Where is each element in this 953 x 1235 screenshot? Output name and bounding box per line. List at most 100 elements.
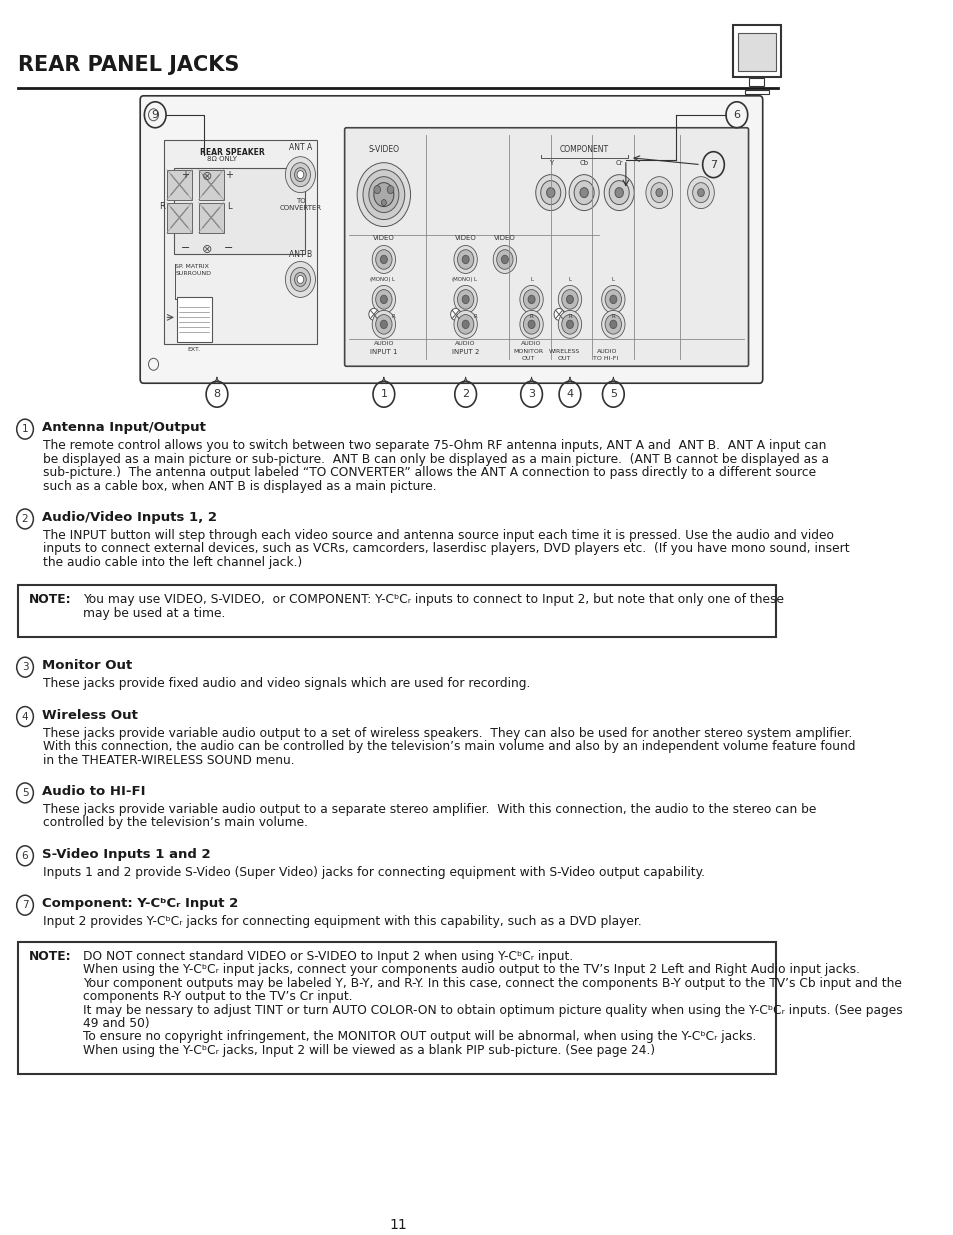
Circle shape — [296, 275, 303, 284]
Circle shape — [381, 200, 386, 205]
Circle shape — [375, 290, 392, 309]
Circle shape — [380, 256, 387, 264]
Circle shape — [609, 295, 617, 304]
Text: 2: 2 — [22, 514, 29, 524]
Circle shape — [454, 285, 476, 314]
Text: +: + — [225, 169, 233, 179]
Text: Audio/Video Inputs 1, 2: Audio/Video Inputs 1, 2 — [42, 511, 216, 524]
Text: 11: 11 — [389, 1218, 407, 1231]
Text: REAR SPEAKER: REAR SPEAKER — [200, 148, 265, 157]
Text: L: L — [530, 278, 533, 283]
Text: OUT: OUT — [521, 356, 535, 362]
Text: sub-picture.)  The antenna output labeled “TO CONVERTER” allows the ANT A connec: sub-picture.) The antenna output labeled… — [43, 466, 816, 479]
Text: NOTE:: NOTE: — [30, 593, 71, 606]
Text: VIDEO: VIDEO — [455, 235, 476, 241]
Circle shape — [387, 185, 394, 194]
Text: These jacks provide variable audio output to a set of wireless speakers.  They c: These jacks provide variable audio outpu… — [43, 726, 852, 740]
Text: +: + — [181, 169, 189, 179]
Circle shape — [290, 268, 310, 291]
Text: It may be nessary to adjust TINT or turn AUTO COLOR-ON to obtain optimum picture: It may be nessary to adjust TINT or turn… — [83, 1004, 902, 1016]
Text: Cb: Cb — [579, 159, 588, 165]
Bar — [167, 169, 192, 200]
Text: WIRELESS: WIRELESS — [548, 350, 579, 354]
Circle shape — [656, 189, 662, 196]
Text: Input 2 provides Y-CᵇCᵣ jacks for connecting equipment with this capability, suc: Input 2 provides Y-CᵇCᵣ jacks for connec… — [43, 915, 641, 929]
Text: L: L — [227, 203, 232, 211]
Circle shape — [501, 256, 508, 264]
Text: S-Video Inputs 1 and 2: S-Video Inputs 1 and 2 — [42, 847, 210, 861]
Bar — [198, 203, 223, 232]
Circle shape — [461, 256, 469, 264]
Circle shape — [372, 310, 395, 338]
Text: ⊗: ⊗ — [201, 243, 212, 256]
Circle shape — [497, 249, 513, 269]
Circle shape — [554, 309, 563, 320]
Text: 6: 6 — [22, 851, 29, 861]
Text: 9: 9 — [152, 110, 158, 120]
Text: COMPONENT: COMPONENT — [559, 144, 608, 153]
Circle shape — [528, 295, 535, 304]
Circle shape — [375, 315, 392, 335]
Circle shape — [574, 180, 594, 205]
Circle shape — [297, 172, 303, 178]
Circle shape — [374, 183, 394, 206]
FancyBboxPatch shape — [173, 168, 304, 254]
Text: OUT: OUT — [557, 356, 570, 362]
Circle shape — [454, 246, 476, 273]
Circle shape — [609, 320, 617, 329]
Bar — [176, 298, 212, 342]
Circle shape — [457, 315, 474, 335]
Text: VIDEO: VIDEO — [494, 235, 516, 241]
Text: ANT B: ANT B — [289, 249, 312, 258]
Circle shape — [375, 249, 392, 269]
Circle shape — [461, 295, 469, 304]
Text: controlled by the television’s main volume.: controlled by the television’s main volu… — [43, 816, 308, 830]
Text: 5: 5 — [609, 389, 617, 399]
Circle shape — [566, 320, 573, 329]
Text: ⊗: ⊗ — [201, 169, 212, 183]
Text: AUDIO: AUDIO — [597, 350, 618, 354]
Text: AUDIO: AUDIO — [455, 341, 476, 346]
Circle shape — [579, 188, 588, 198]
Circle shape — [601, 310, 624, 338]
Circle shape — [372, 246, 395, 273]
Text: MONITOR: MONITOR — [513, 350, 542, 354]
Text: 8Ω ONLY: 8Ω ONLY — [207, 156, 236, 162]
Circle shape — [528, 320, 535, 329]
Circle shape — [558, 285, 581, 314]
Circle shape — [296, 170, 303, 179]
Circle shape — [363, 169, 404, 220]
Text: L: L — [391, 278, 394, 283]
Bar — [749, 78, 763, 85]
Circle shape — [601, 285, 624, 314]
Text: Inputs 1 and 2 provide S-Video (Super Video) jacks for connecting equipment with: Inputs 1 and 2 provide S-Video (Super Vi… — [43, 866, 704, 879]
Circle shape — [697, 189, 703, 196]
Text: Y: Y — [548, 159, 553, 165]
Text: 49 and 50): 49 and 50) — [83, 1016, 150, 1030]
Text: R: R — [567, 315, 571, 320]
Circle shape — [380, 320, 387, 329]
Text: 5: 5 — [22, 788, 29, 798]
Circle shape — [523, 290, 539, 309]
Text: in the THEATER-WIRELESS SOUND menu.: in the THEATER-WIRELESS SOUND menu. — [43, 753, 294, 767]
Circle shape — [285, 262, 315, 298]
Text: INPUT 1: INPUT 1 — [370, 350, 397, 356]
Circle shape — [372, 285, 395, 314]
Text: 7: 7 — [22, 900, 29, 910]
Text: DO NOT connect standard VIDEO or S-VIDEO to Input 2 when using Y-CᵇCᵣ input.: DO NOT connect standard VIDEO or S-VIDEO… — [83, 950, 573, 962]
Text: R: R — [391, 315, 395, 320]
Text: the audio cable into the left channel jack.): the audio cable into the left channel ja… — [43, 556, 302, 569]
Text: TO
CONVERTER: TO CONVERTER — [279, 198, 321, 211]
Text: Cr: Cr — [615, 159, 622, 165]
Circle shape — [650, 183, 667, 203]
Text: 3: 3 — [22, 662, 29, 672]
Text: Antenna Input/Output: Antenna Input/Output — [42, 421, 206, 435]
Circle shape — [374, 185, 380, 194]
Text: When using the Y-CᵇCᵣ input jacks, connect your components audio output to the T: When using the Y-CᵇCᵣ input jacks, conne… — [83, 963, 860, 976]
Text: (MONO): (MONO) — [370, 278, 391, 283]
Text: Wireless Out: Wireless Out — [42, 709, 137, 721]
Text: Your component outputs may be labeled Y, B-Y, and R-Y. In this case, connect the: Your component outputs may be labeled Y,… — [83, 977, 902, 989]
Circle shape — [546, 188, 555, 198]
FancyBboxPatch shape — [163, 140, 316, 345]
Circle shape — [569, 174, 598, 211]
